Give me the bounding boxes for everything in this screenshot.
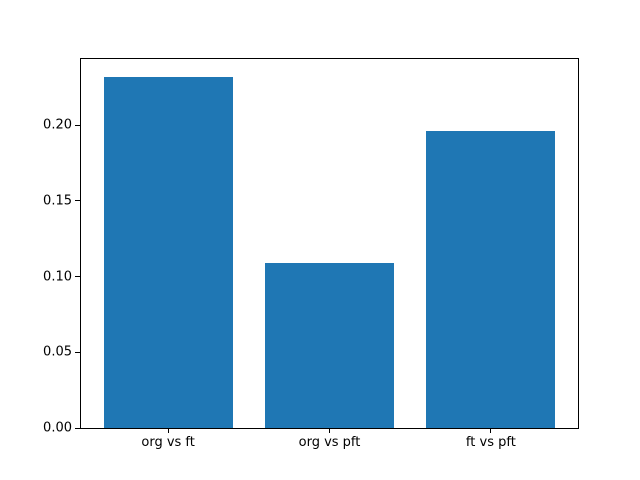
y-tick <box>75 276 80 278</box>
y-tick <box>75 124 80 126</box>
y-tick-label-0.00: 0.00 <box>43 420 72 436</box>
y-tick-label-0.05: 0.05 <box>43 344 72 360</box>
x-tick-label-org-vs-pft: org vs pft <box>298 435 361 450</box>
bar-org-vs-pft <box>264 262 395 428</box>
y-tick <box>75 427 80 429</box>
y-tick-label-0.10: 0.10 <box>43 269 72 285</box>
y-tick <box>75 351 80 353</box>
y-tick-label-0.15: 0.15 <box>43 193 72 209</box>
x-tick-label-ft-vs-pft: ft vs pft <box>465 435 516 450</box>
bar-ft-vs-pft <box>426 131 556 428</box>
plot-area: org vs ft org vs pft ft vs pft 0.00 0.05 0.10… <box>43 58 579 449</box>
x-tick <box>490 428 492 433</box>
bar-org-vs-ft <box>103 76 233 428</box>
y-tick-label-0.20: 0.20 <box>43 117 72 133</box>
x-tick <box>167 428 169 433</box>
x-tick <box>329 428 330 433</box>
y-tick <box>75 200 80 202</box>
x-tick-label-org-vs-ft: org vs ft <box>141 435 195 450</box>
